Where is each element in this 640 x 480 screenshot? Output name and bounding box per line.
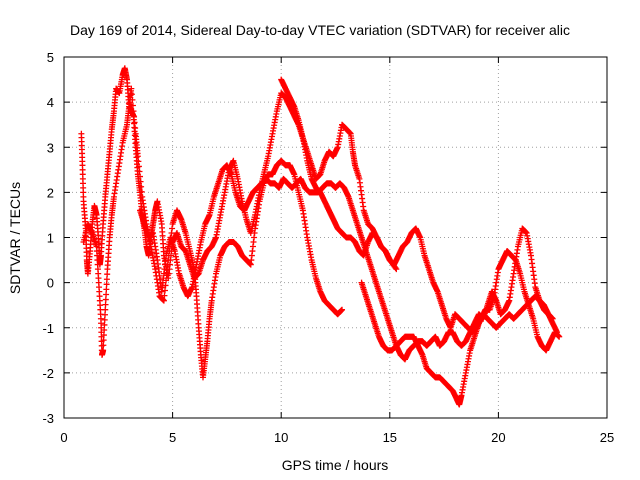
data-point xyxy=(136,168,143,175)
data-point xyxy=(392,264,399,271)
data-points xyxy=(78,65,563,408)
data-point xyxy=(101,316,108,323)
y-tick-label: 3 xyxy=(47,140,54,155)
data-point xyxy=(100,337,107,344)
y-tick-label: 2 xyxy=(47,185,54,200)
data-point xyxy=(101,321,108,328)
data-point xyxy=(135,163,142,170)
grid-lines xyxy=(64,57,607,418)
data-point xyxy=(100,342,107,349)
data-point xyxy=(164,267,171,274)
data-point xyxy=(101,311,108,318)
data-point xyxy=(556,333,563,340)
data-point xyxy=(137,178,144,185)
y-tick-label: -1 xyxy=(42,321,54,336)
x-tick-label: 0 xyxy=(60,430,67,445)
data-point xyxy=(103,291,110,298)
x-tick-label: 15 xyxy=(383,430,397,445)
data-point xyxy=(339,306,346,313)
data-point xyxy=(129,102,136,109)
data-point xyxy=(100,332,107,339)
y-tick-label: 4 xyxy=(47,95,54,110)
data-point xyxy=(549,315,556,322)
data-point xyxy=(132,125,139,132)
data-point xyxy=(129,96,136,103)
y-tick-label: -2 xyxy=(42,366,54,381)
data-point xyxy=(162,282,169,289)
y-tick-label: 0 xyxy=(47,276,54,291)
data-point xyxy=(131,119,138,126)
data-point xyxy=(100,347,107,354)
data-point xyxy=(131,113,138,120)
data-point xyxy=(138,183,145,190)
data-point xyxy=(161,287,168,294)
data-point xyxy=(134,153,141,160)
x-tick-label: 20 xyxy=(491,430,505,445)
data-point xyxy=(102,306,109,313)
data-point xyxy=(103,286,110,293)
x-axis-label: GPS time / hours xyxy=(282,457,389,473)
y-tick-label: -3 xyxy=(42,411,54,426)
data-point xyxy=(128,85,135,92)
data-point xyxy=(393,266,400,273)
data-point xyxy=(161,292,168,299)
y-axis-label: SDTVAR / TECUs xyxy=(7,182,23,294)
chart-title: Day 169 of 2014, Sidereal Day-to-day VTE… xyxy=(70,22,570,38)
data-point xyxy=(135,158,142,165)
x-tick-label: 25 xyxy=(600,430,614,445)
data-point xyxy=(554,329,561,336)
data-point xyxy=(102,296,109,303)
axis-ticks: 0 5 10 15 20 25 -3 -2 -1 0 1 2 3 4 5 xyxy=(42,50,614,445)
data-point xyxy=(138,188,145,195)
y-tick-label: 1 xyxy=(47,231,54,246)
x-tick-label: 10 xyxy=(274,430,288,445)
x-tick-label: 5 xyxy=(169,430,176,445)
data-point xyxy=(101,327,108,334)
data-point xyxy=(104,271,111,278)
y-tick-label: 5 xyxy=(47,50,54,65)
data-point xyxy=(128,91,135,98)
data-point xyxy=(103,276,110,283)
data-point xyxy=(137,173,144,180)
data-point xyxy=(130,108,137,115)
data-point xyxy=(102,301,109,308)
data-point xyxy=(160,297,167,304)
data-point xyxy=(103,281,110,288)
